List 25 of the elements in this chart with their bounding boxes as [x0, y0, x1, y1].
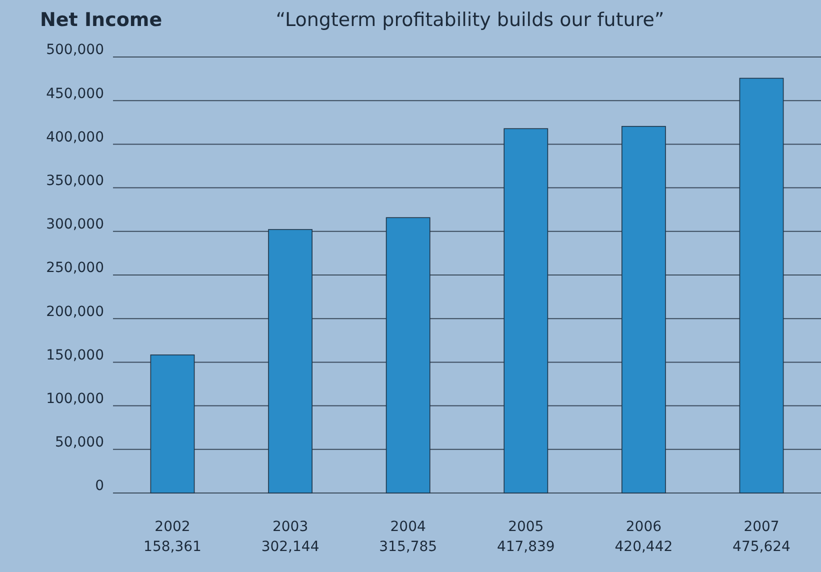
data-label: 475,624 [732, 539, 791, 555]
y-tick-label: 250,000 [46, 260, 104, 276]
x-tick-label: 2005 [508, 519, 544, 535]
x-tick-label: 2003 [272, 519, 308, 535]
data-label: 420,442 [614, 539, 673, 555]
x-tick-label: 2002 [154, 519, 190, 535]
y-tick-label: 450,000 [46, 86, 104, 102]
y-tick-label: 50,000 [55, 434, 104, 451]
y-tick-label: 100,000 [46, 391, 104, 407]
data-label: 158,361 [144, 539, 202, 555]
data-label: 417,839 [496, 539, 555, 555]
y-tick-label: 400,000 [46, 129, 104, 146]
y-tick-label: 150,000 [46, 347, 104, 364]
data-label: 315,785 [379, 539, 438, 555]
chart-subtitle: “Longterm profitability builds our future” [276, 9, 664, 31]
y-tick-label: 500,000 [46, 42, 104, 58]
chart-title: Net Income [40, 9, 162, 31]
y-tick-label: 350,000 [46, 173, 104, 189]
x-tick-label: 2006 [626, 519, 662, 535]
y-tick-label: 0 [95, 478, 104, 494]
y-tick-label: 300,000 [46, 216, 104, 233]
y-tick-label: 200,000 [46, 304, 104, 320]
x-tick-label: 2007 [744, 519, 780, 535]
data-label: 302,144 [261, 539, 320, 555]
x-tick-label: 2004 [390, 519, 426, 535]
